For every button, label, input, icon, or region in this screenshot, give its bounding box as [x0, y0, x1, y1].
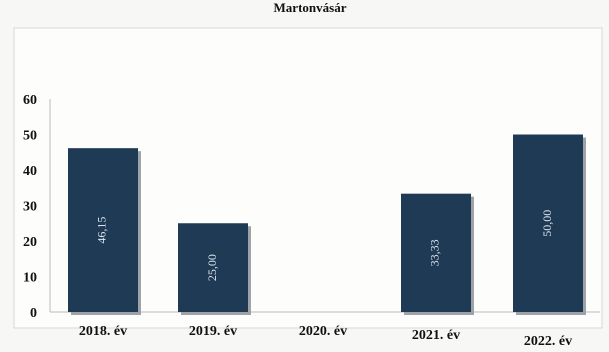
y-tick-label: 40 [23, 164, 37, 179]
category-label: 2020. év [299, 324, 347, 339]
chart-title: Martonvásár [274, 0, 347, 15]
bars-group: 46,15 25,00 33,33 50,00 [68, 134, 586, 315]
y-tick-label: 60 [23, 93, 37, 108]
y-tick-label: 30 [23, 200, 37, 215]
category-labels: 2018. év 2019. év 2020. év 2021. év 2022. év [79, 324, 572, 349]
y-tick-label: 50 [23, 129, 37, 144]
y-tick-labels: 0 10 20 30 40 50 60 [23, 93, 37, 321]
bar [513, 134, 583, 312]
bar [68, 148, 138, 312]
y-tick-label: 20 [23, 235, 37, 250]
category-label: 2022. év [524, 334, 572, 349]
bar-data-label: 25,00 [205, 254, 219, 281]
category-label: 2018. év [79, 324, 127, 339]
bar-data-label: 33,33 [428, 239, 442, 266]
y-tick-label: 0 [30, 306, 37, 321]
y-tick-label: 10 [23, 271, 37, 286]
bar-data-label: 46,15 [95, 217, 109, 244]
bar-data-label: 50,00 [540, 210, 554, 237]
bar [401, 193, 471, 312]
bar [178, 223, 248, 312]
category-label: 2021. év [412, 328, 460, 343]
category-label: 2019. év [189, 324, 237, 339]
